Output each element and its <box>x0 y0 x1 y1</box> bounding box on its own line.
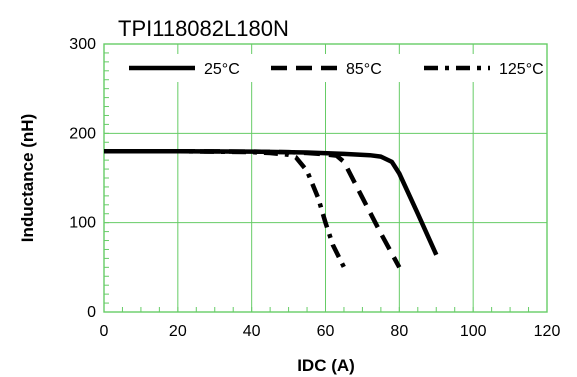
legend-label: 85°C <box>346 61 382 78</box>
legend: 25°C 85°C 125°C <box>122 54 544 82</box>
y-tick-label: 100 <box>69 215 96 232</box>
chart-title: TPI118082L180N <box>118 16 289 41</box>
y-tick-labels: 0 100 200 300 <box>69 36 96 321</box>
x-tick-label: 0 <box>100 323 109 340</box>
y-tick-label: 0 <box>87 304 96 321</box>
legend-label: 25°C <box>204 61 240 78</box>
x-tick-label: 80 <box>390 323 408 340</box>
series-line-125c <box>104 148 347 269</box>
y-axis-title: Inductance (nH) <box>18 114 37 242</box>
x-tick-labels: 0 20 40 60 80 100 120 <box>100 323 561 340</box>
x-tick-label: 60 <box>317 323 335 340</box>
x-tick-label: 120 <box>534 323 561 340</box>
grid <box>103 43 548 313</box>
series-layer <box>104 148 439 269</box>
y-tick-label: 200 <box>69 125 96 142</box>
legend-label: 125°C <box>499 61 544 78</box>
x-tick-label: 40 <box>243 323 261 340</box>
y-tick-label: 300 <box>69 36 96 53</box>
x-axis-title: IDC (A) <box>297 356 355 375</box>
series-line-25c <box>104 148 439 256</box>
x-tick-label: 100 <box>460 323 487 340</box>
minor-ticks <box>103 43 548 313</box>
x-tick-label: 20 <box>169 323 187 340</box>
